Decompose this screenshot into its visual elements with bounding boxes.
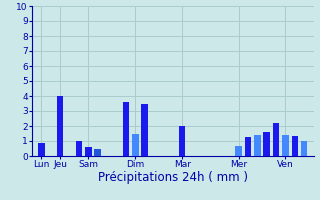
Bar: [94, 148, 101, 156]
Bar: [263, 132, 270, 156]
Bar: [292, 136, 298, 156]
Bar: [141, 104, 148, 156]
Bar: [76, 141, 82, 156]
X-axis label: Précipitations 24h ( mm ): Précipitations 24h ( mm ): [98, 171, 248, 184]
Bar: [85, 147, 92, 156]
Bar: [244, 137, 251, 156]
Bar: [179, 126, 186, 156]
Bar: [123, 102, 129, 156]
Bar: [235, 146, 242, 156]
Bar: [132, 134, 139, 156]
Bar: [38, 142, 45, 156]
Bar: [254, 135, 260, 156]
Bar: [301, 141, 308, 156]
Bar: [57, 96, 63, 156]
Bar: [282, 135, 289, 156]
Bar: [273, 123, 279, 156]
